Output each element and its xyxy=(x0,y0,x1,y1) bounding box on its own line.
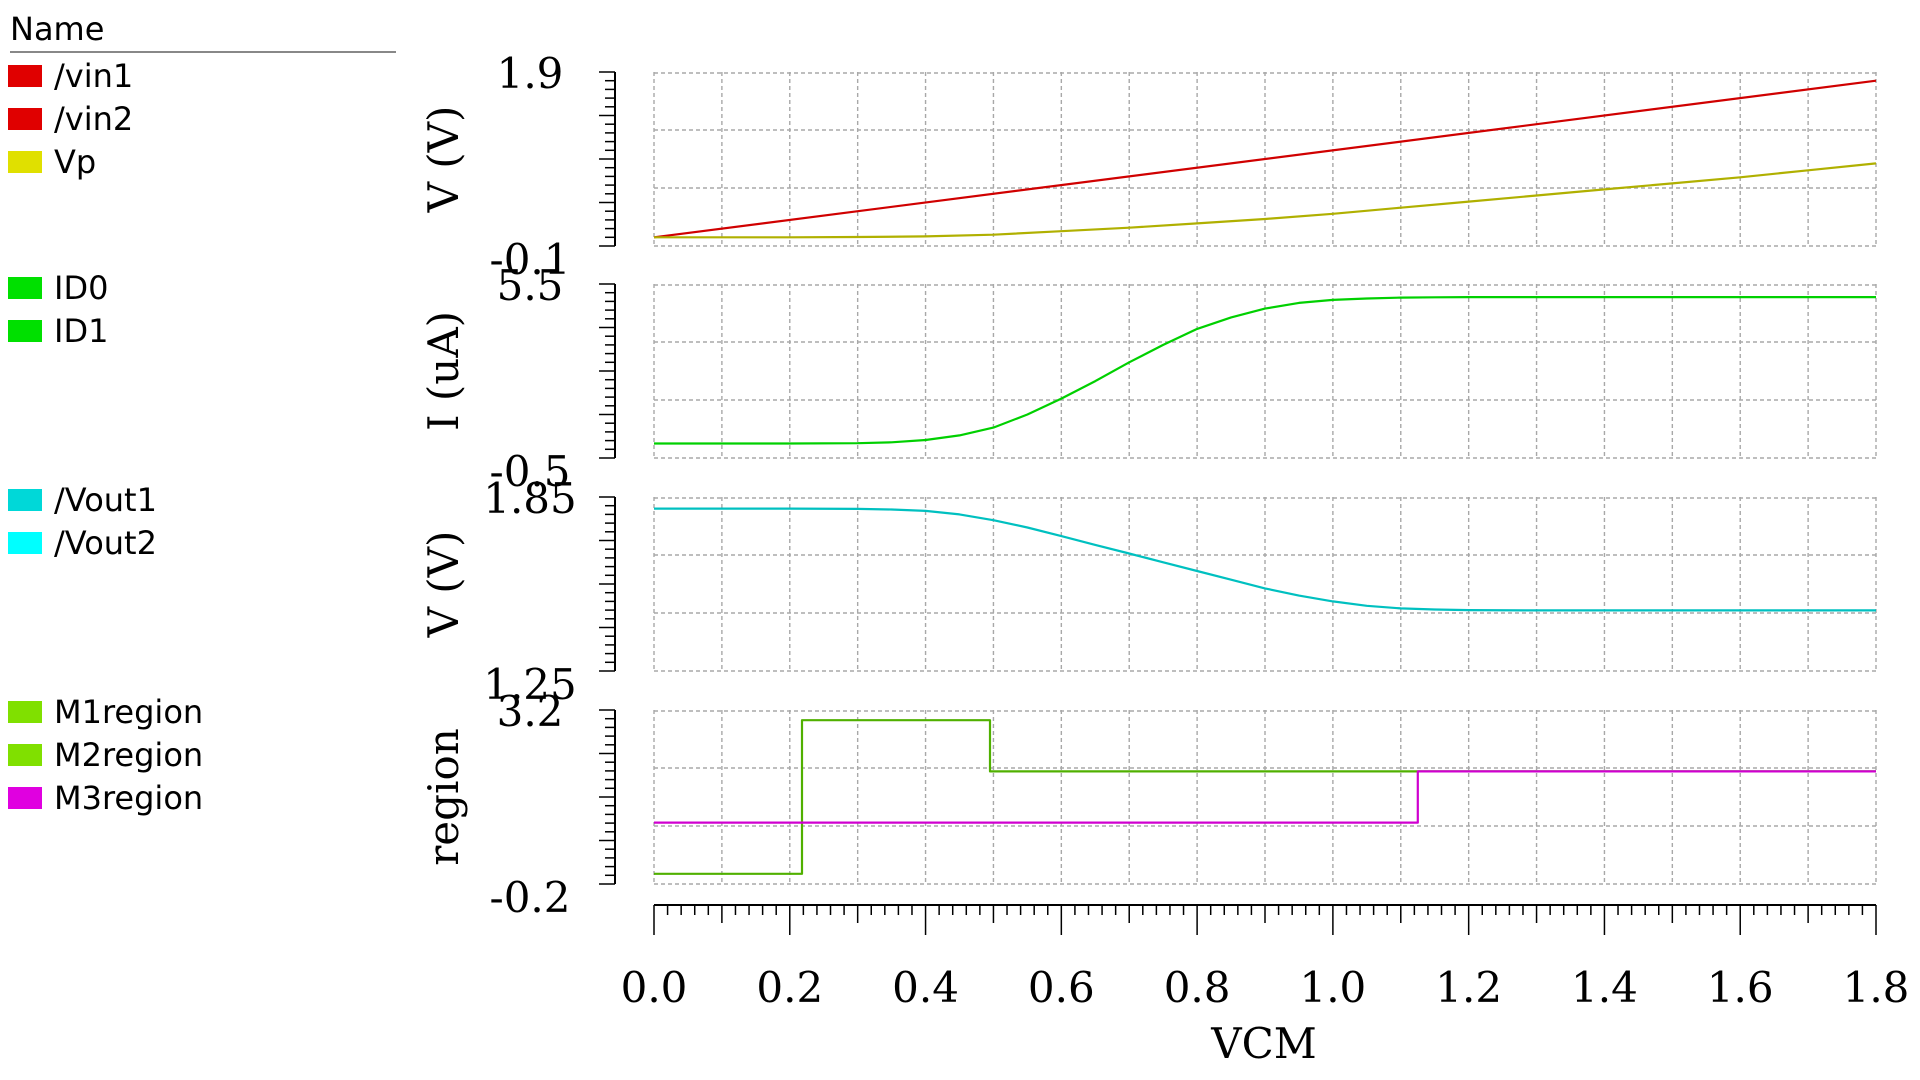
legend-label: M2region xyxy=(54,736,204,774)
x-axis-label: VCM xyxy=(1210,1019,1316,1068)
legend-item[interactable]: Vp xyxy=(8,144,96,180)
legend-label: /Vout1 xyxy=(54,481,157,519)
legend-item[interactable]: /Vout2 xyxy=(8,525,157,561)
series-line-m3region xyxy=(654,770,1876,824)
x-tick-label: 1.2 xyxy=(1435,963,1502,1012)
legend-item[interactable]: M3region xyxy=(8,780,203,816)
legend-item[interactable]: /vin2 xyxy=(8,101,133,137)
y-tick-label-top: 3.2 xyxy=(497,687,564,736)
legend-swatch xyxy=(8,108,42,130)
legend-label: /Vout2 xyxy=(54,524,157,562)
y-tick-label-top: 1.85 xyxy=(483,474,577,523)
signal-legend: Name /vin1/vin2 Vp ID0 ID1/Vout1/Vout2 M1reg… xyxy=(0,0,400,1080)
x-tick-label: 0.0 xyxy=(621,963,688,1012)
legend-swatch xyxy=(8,532,42,554)
x-tick-label: 0.2 xyxy=(756,963,823,1012)
y-tick-label-bottom: -0.5 xyxy=(490,447,571,496)
series-line-m1region xyxy=(654,719,1876,875)
legend-swatch xyxy=(8,489,42,511)
y-tick-label-bottom: 1.25 xyxy=(483,660,577,709)
waveform-plot: 1.9 -0.1 V (V) 5.5 -0.5 I (uA) 1.85 1.25 V (V) 3.… xyxy=(419,49,1910,1068)
x-tick-label: 1.6 xyxy=(1707,963,1774,1012)
y-axis-label: V (V) xyxy=(419,531,468,639)
y-axis-label: V (V) xyxy=(419,106,468,214)
x-tick-label: 0.6 xyxy=(1028,963,1095,1012)
legend-item[interactable]: ID1 xyxy=(8,313,108,349)
y-tick-label-bottom: -0.1 xyxy=(490,235,571,284)
series-line-vout1 xyxy=(654,507,1876,612)
legend-label: /vin1 xyxy=(54,57,134,95)
legend-label: ID1 xyxy=(54,312,109,350)
series-line-id0 xyxy=(654,296,1876,445)
x-tick-label: 1.0 xyxy=(1299,963,1366,1012)
legend-item[interactable]: M1region xyxy=(8,694,203,730)
legend-swatch xyxy=(8,744,42,766)
legend-divider xyxy=(10,51,396,53)
legend-label: /vin2 xyxy=(54,100,134,138)
y-tick-label-bottom: -0.2 xyxy=(490,873,571,922)
legend-item[interactable]: ID0 xyxy=(8,270,108,306)
legend-swatch xyxy=(8,151,42,173)
legend-item[interactable]: /vin1 xyxy=(8,58,133,94)
legend-swatch xyxy=(8,65,42,87)
legend-label: ID0 xyxy=(54,269,109,307)
series-line-vin1 xyxy=(653,79,1877,239)
legend-swatch xyxy=(8,277,42,299)
x-tick-label: 1.8 xyxy=(1843,963,1910,1012)
legend-item[interactable]: M2region xyxy=(8,737,203,773)
plot-panel: 3.2 -0.2 region xyxy=(419,687,1877,922)
plot-panel: 1.9 -0.1 V (V) xyxy=(419,49,1877,284)
legend-swatch xyxy=(8,787,42,809)
legend-label: M1region xyxy=(54,693,204,731)
plot-panels: 1.9 -0.1 V (V) 5.5 -0.5 I (uA) 1.85 1.25 V (V) 3.… xyxy=(419,49,1877,922)
x-tick-label: 0.8 xyxy=(1164,963,1231,1012)
plot-panel: 1.85 1.25 V (V) xyxy=(419,474,1877,709)
y-axis-label: region xyxy=(419,728,468,866)
legend-swatch xyxy=(8,701,42,723)
series-line-vp xyxy=(654,162,1877,239)
y-axis-label: I (uA) xyxy=(419,311,468,431)
legend-label: Vp xyxy=(54,143,97,181)
legend-header: Name xyxy=(10,10,105,48)
y-tick-label-top: 1.9 xyxy=(497,49,564,98)
plot-panel: 5.5 -0.5 I (uA) xyxy=(419,261,1877,496)
legend-swatch xyxy=(8,320,42,342)
x-tick-label: 1.4 xyxy=(1571,963,1638,1012)
x-axis: 0.0 0.2 0.4 0.6 0.8 1.0 1.2 1.4 1.6 1.8 xyxy=(621,904,1910,1012)
x-tick-label: 0.4 xyxy=(892,963,959,1012)
legend-label: M3region xyxy=(54,779,204,817)
y-tick-label-top: 5.5 xyxy=(497,261,564,310)
legend-item[interactable]: /Vout1 xyxy=(8,482,157,518)
